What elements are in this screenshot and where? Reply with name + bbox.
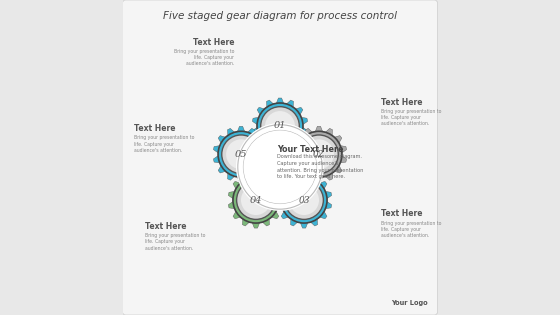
Text: Bring your presentation to
life. Capture your
audience's attention.: Bring your presentation to life. Capture… [144,233,205,250]
Text: Text Here: Text Here [193,38,234,47]
Circle shape [222,135,260,174]
Polygon shape [253,98,307,154]
Text: 02: 02 [313,150,325,159]
FancyBboxPatch shape [123,0,437,315]
Text: Text Here: Text Here [381,209,422,219]
Text: Text Here: Text Here [381,98,422,107]
Circle shape [304,139,334,169]
Circle shape [226,139,256,169]
Text: 04: 04 [250,196,262,204]
Text: Bring your presentation to
life. Capture your
audience's attention.: Bring your presentation to life. Capture… [381,220,441,238]
Polygon shape [228,172,283,228]
Circle shape [241,185,271,215]
Text: 03: 03 [298,196,310,204]
Circle shape [265,111,295,141]
Text: Bring your presentation to
life. Capture your
audience's attention.: Bring your presentation to life. Capture… [133,135,194,153]
Circle shape [237,181,276,219]
Circle shape [289,185,319,215]
Text: 01: 01 [274,122,286,130]
Text: Download this awesome diagram.
Capture your audience's
attention. Bring your pre: Download this awesome diagram. Capture y… [277,154,363,179]
Polygon shape [213,126,269,182]
Circle shape [261,107,299,145]
Text: Text Here: Text Here [144,222,186,231]
Circle shape [284,181,323,219]
Circle shape [244,130,316,203]
Text: Your Logo: Your Logo [391,300,428,306]
Polygon shape [277,172,332,228]
Text: Text Here: Text Here [133,124,175,134]
Text: 05: 05 [235,150,248,159]
Text: Bring your presentation to
life. Capture your
audience's attention.: Bring your presentation to life. Capture… [381,109,441,126]
Circle shape [300,135,338,174]
Text: Your Text Here: Your Text Here [277,145,343,154]
Circle shape [238,125,322,209]
Text: Bring your presentation to
life. Capture your
audience's attention.: Bring your presentation to life. Capture… [174,49,234,66]
Polygon shape [291,126,347,182]
Text: Five staged gear diagram for process control: Five staged gear diagram for process con… [163,11,397,21]
